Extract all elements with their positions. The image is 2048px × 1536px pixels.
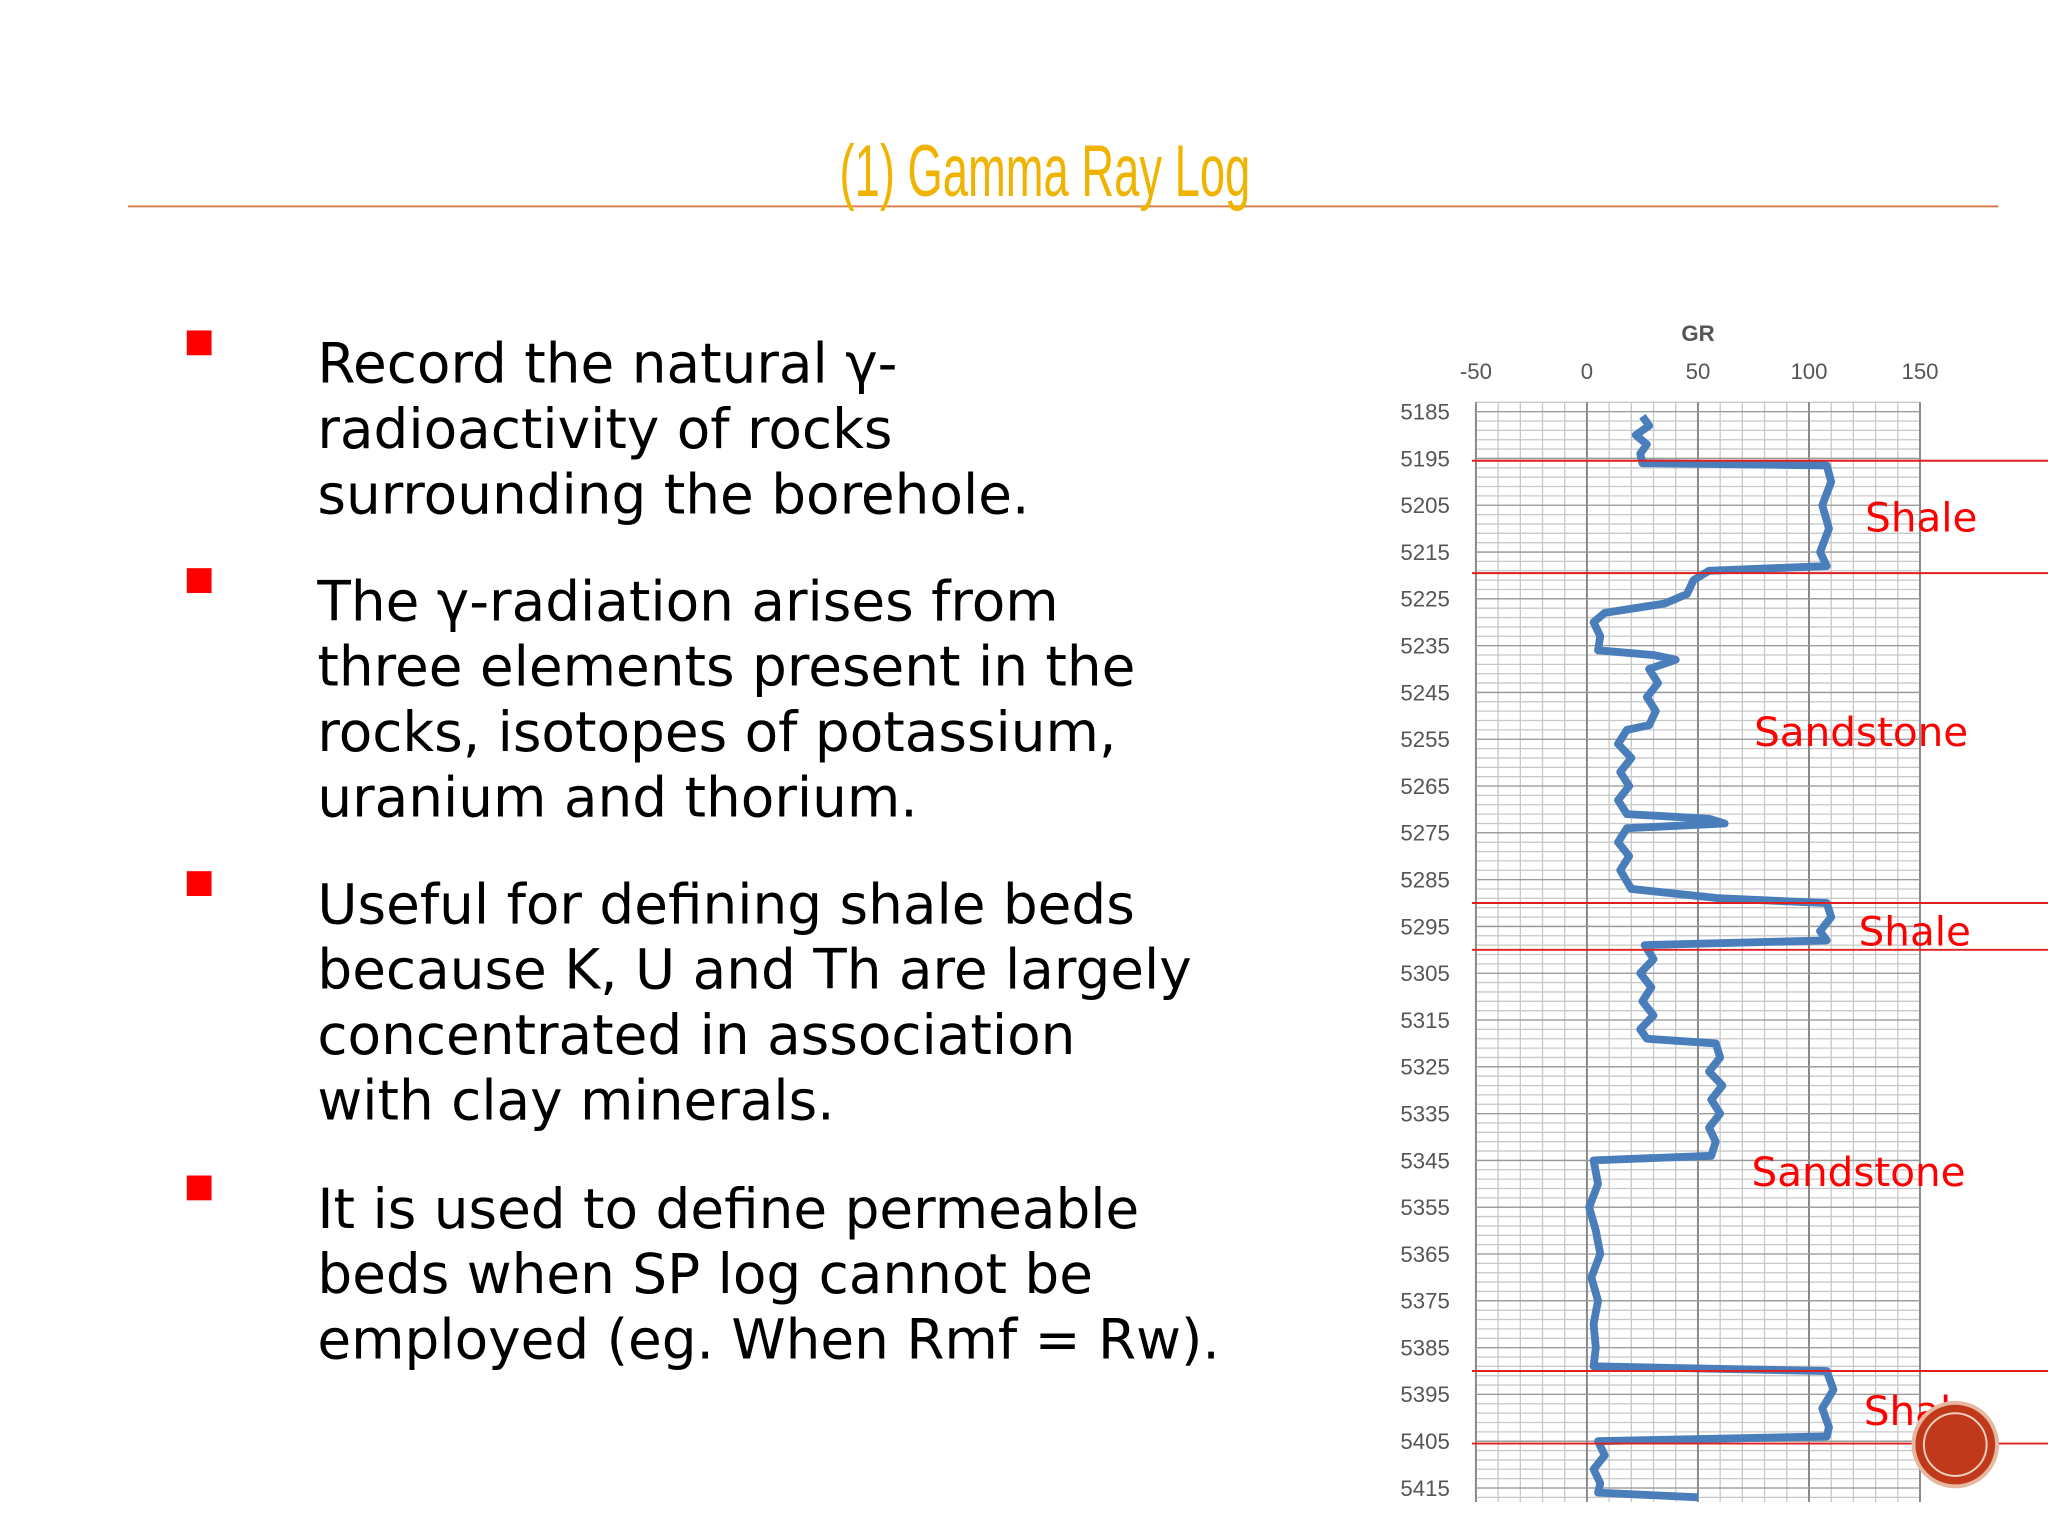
x-tick-label: 0 (1581, 359, 1593, 384)
bullet-text: beds when SP log cannot be (317, 1242, 1093, 1306)
y-tick-label: 5315 (1400, 1008, 1449, 1033)
bullet-text: concentrated in association (317, 1003, 1075, 1067)
bullet-text: radioactivity of rocks (317, 397, 892, 461)
zone-label: Shale (1859, 908, 1971, 956)
y-tick-label: 5305 (1400, 961, 1449, 986)
bullet-text: The γ-radiation arises from (316, 569, 1058, 633)
y-tick-label: 5205 (1400, 493, 1449, 518)
y-tick-label: 5405 (1400, 1429, 1449, 1454)
chart: -50 0 50 100 150 5185 5195 5205 5215 5225 5235 5245… (1400, 321, 2048, 1503)
x-tick-label: -50 (1460, 359, 1492, 384)
zone-label: Sandstone (1752, 1148, 1966, 1196)
bullet-text: because K, U and Th are largely (317, 938, 1191, 1002)
x-tick-label: 100 (1790, 359, 1827, 384)
x-tick-label: 50 (1686, 359, 1711, 384)
zone-label: Sandstone (1754, 708, 1968, 756)
bullet-text: three elements present in the (317, 635, 1135, 699)
y-tick-label: 5335 (1400, 1101, 1449, 1126)
slide-title: (1) Gamma Ray Log (840, 130, 1251, 212)
y-tick-label: 5245 (1400, 680, 1449, 705)
bullet-text: with clay minerals. (317, 1068, 834, 1132)
y-tick-label: 5255 (1400, 727, 1449, 752)
y-tick-label: 5415 (1400, 1476, 1449, 1501)
y-tick-label: 5275 (1400, 821, 1449, 846)
y-tick-label: 5395 (1400, 1382, 1449, 1407)
bullet-marker (186, 568, 212, 593)
x-axis-title: GR (1681, 321, 1714, 346)
y-tick-label: 5385 (1400, 1335, 1449, 1360)
y-tick-label: 5235 (1400, 633, 1449, 658)
y-tick-label: 5375 (1400, 1289, 1449, 1314)
y-tick-label: 5345 (1400, 1148, 1449, 1173)
x-tick-label: 150 (1901, 359, 1938, 384)
bullet-text: rocks, isotopes of potassium, (317, 700, 1116, 764)
y-tick-label: 5285 (1400, 867, 1449, 892)
y-tick-label: 5185 (1400, 399, 1449, 424)
y-tick-label: 5365 (1400, 1242, 1449, 1267)
bullet-text: Useful for defining shale beds (317, 872, 1134, 936)
y-tick-label: 5355 (1400, 1195, 1449, 1220)
y-tick-label: 5225 (1400, 587, 1449, 612)
zone-label: Shale (1865, 494, 1977, 542)
bullet-text: It is used to define permeable (317, 1177, 1139, 1241)
y-tick-label: 5295 (1400, 914, 1449, 939)
bullet-marker (186, 330, 212, 356)
y-tick-label: 5265 (1400, 774, 1449, 799)
bullet-marker (186, 1175, 212, 1201)
bullet-text: uranium and thorium. (317, 765, 917, 829)
log-curve (1585, 413, 1838, 1502)
page-badge (1911, 1400, 2000, 1489)
y-tick-label: 5195 (1400, 446, 1449, 471)
bullet-text: employed (eg. When Rmf = Rw). (317, 1307, 1219, 1371)
bullet-text: Record the natural γ- (317, 332, 897, 396)
bullet-marker (186, 871, 212, 896)
y-tick-label: 5325 (1400, 1055, 1449, 1080)
bullet-text: surrounding the borehole. (317, 462, 1029, 526)
y-tick-label: 5215 (1400, 540, 1449, 565)
bullet-list: Record the natural γ-radioactivity of ro… (186, 330, 1220, 1371)
